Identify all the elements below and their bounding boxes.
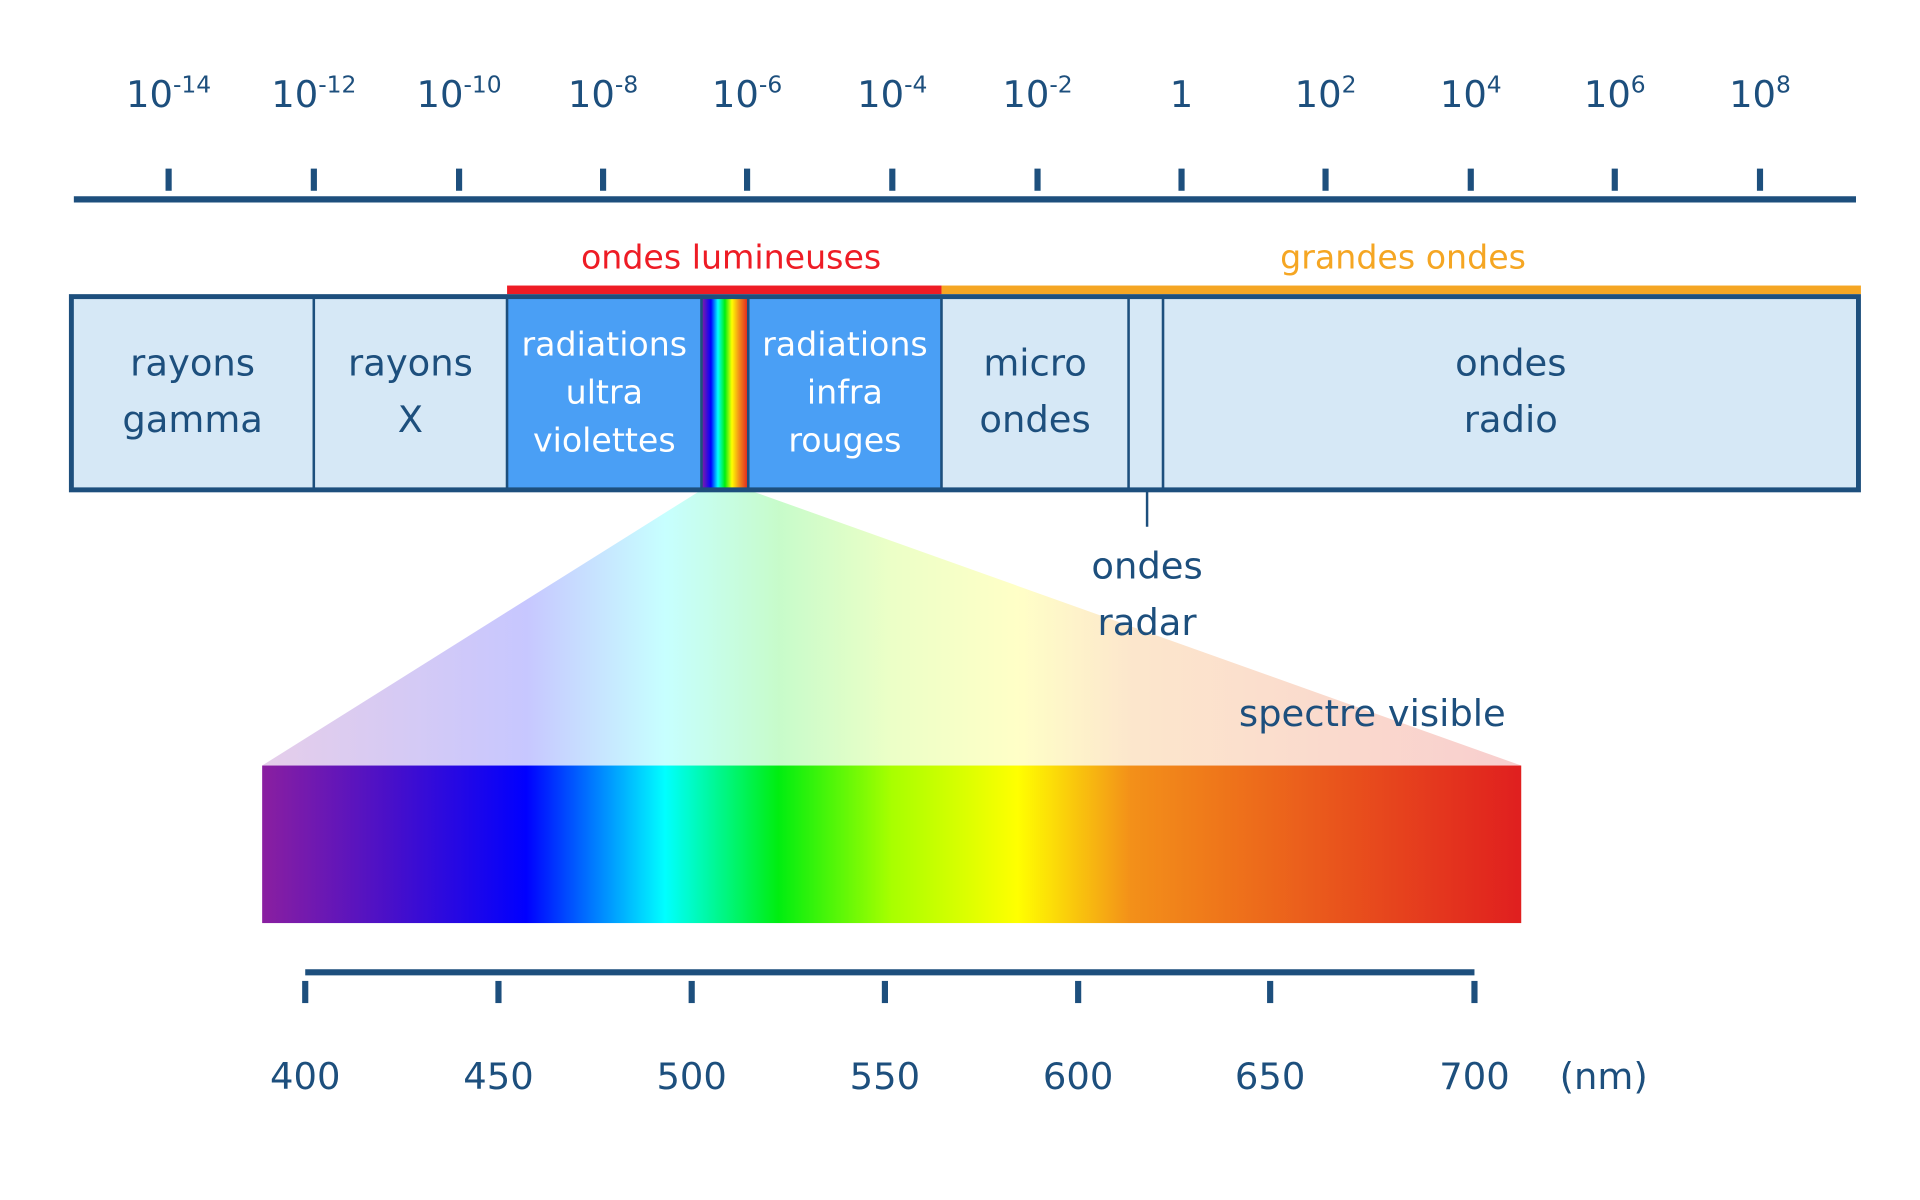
tick-base: 1 — [1170, 73, 1193, 116]
band-label: ultra — [566, 373, 643, 412]
band-frame — [68, 294, 1861, 493]
nm-tick-label: 500 — [656, 1055, 726, 1098]
tick-base: 10 — [1729, 73, 1776, 116]
tick-exponent: 6 — [1631, 70, 1646, 98]
band-cell — [940, 295, 1130, 492]
tick-base: 10 — [568, 73, 615, 116]
tick-base: 10 — [1440, 73, 1487, 116]
band-label: violettes — [533, 421, 676, 460]
band-label: radiations — [521, 325, 687, 364]
nm-tick-label: 700 — [1439, 1055, 1509, 1098]
tick-base: 10 — [126, 73, 173, 116]
nm-tick-label: 600 — [1043, 1055, 1113, 1098]
tick-label: 104 — [1440, 70, 1502, 116]
nm-tick-label: 550 — [850, 1055, 920, 1098]
group-bar — [941, 285, 1861, 295]
tick-label: 10-10 — [416, 70, 501, 116]
visible-fan — [262, 489, 1522, 766]
band-label: rayons — [130, 341, 255, 384]
band-label: infra — [807, 373, 883, 412]
band-label: ondes — [979, 398, 1090, 441]
band-cell — [1161, 295, 1860, 492]
tick-label: 10-8 — [568, 70, 638, 116]
band-cell — [70, 295, 316, 492]
tick-base: 10 — [712, 73, 759, 116]
group-label: grandes ondes — [1280, 237, 1526, 276]
tick-exponent: 4 — [1487, 70, 1502, 98]
tick-label: 102 — [1295, 70, 1357, 116]
tick-exponent: -2 — [1049, 70, 1072, 98]
tick-label: 10-14 — [126, 70, 211, 116]
tick-exponent: -10 — [463, 70, 501, 98]
band-label: micro — [983, 341, 1086, 384]
tick-base: 10 — [1584, 73, 1631, 116]
band-label: X — [398, 398, 423, 441]
tick-exponent: -12 — [318, 70, 356, 98]
band-label: gamma — [122, 398, 263, 441]
tick-exponent: -4 — [904, 70, 927, 98]
tick-label: 10-6 — [712, 70, 782, 116]
band-label: ondes — [1455, 341, 1566, 384]
tick-base: 10 — [1002, 73, 1049, 116]
radar-label: ondes — [1091, 544, 1202, 587]
band-cell — [312, 295, 509, 492]
nm-tick-label: 450 — [463, 1055, 533, 1098]
band-cell — [1127, 295, 1165, 492]
band-cell — [700, 295, 750, 492]
tick-label: 1 — [1170, 73, 1193, 116]
band-label: rouges — [788, 421, 901, 460]
tick-base: 10 — [271, 73, 318, 116]
tick-exponent: 2 — [1342, 70, 1357, 98]
tick-label: 106 — [1584, 70, 1646, 116]
tick-label: 10-2 — [1002, 70, 1072, 116]
visible-spectrum — [262, 765, 1522, 924]
tick-exponent: -6 — [759, 70, 782, 98]
tick-exponent: 8 — [1776, 70, 1791, 98]
radar-label: radar — [1098, 601, 1198, 644]
nm-tick-label: 650 — [1235, 1055, 1305, 1098]
group-bar — [507, 285, 942, 295]
band-label: rayons — [348, 341, 473, 384]
tick-label: 10-12 — [271, 70, 356, 116]
nm-tick-label: 400 — [270, 1055, 340, 1098]
tick-label: 108 — [1729, 70, 1791, 116]
visible-label: spectre visible — [1239, 692, 1506, 735]
tick-exponent: -8 — [615, 70, 638, 98]
tick-base: 10 — [416, 73, 463, 116]
tick-base: 10 — [1295, 73, 1342, 116]
tick-exponent: -14 — [173, 70, 211, 98]
nm-unit: (nm) — [1560, 1055, 1648, 1098]
tick-base: 10 — [857, 73, 904, 116]
tick-label: 10-4 — [857, 70, 927, 116]
group-label: ondes lumineuses — [581, 237, 881, 276]
band-label: radio — [1464, 398, 1558, 441]
band-label: radiations — [762, 325, 928, 364]
